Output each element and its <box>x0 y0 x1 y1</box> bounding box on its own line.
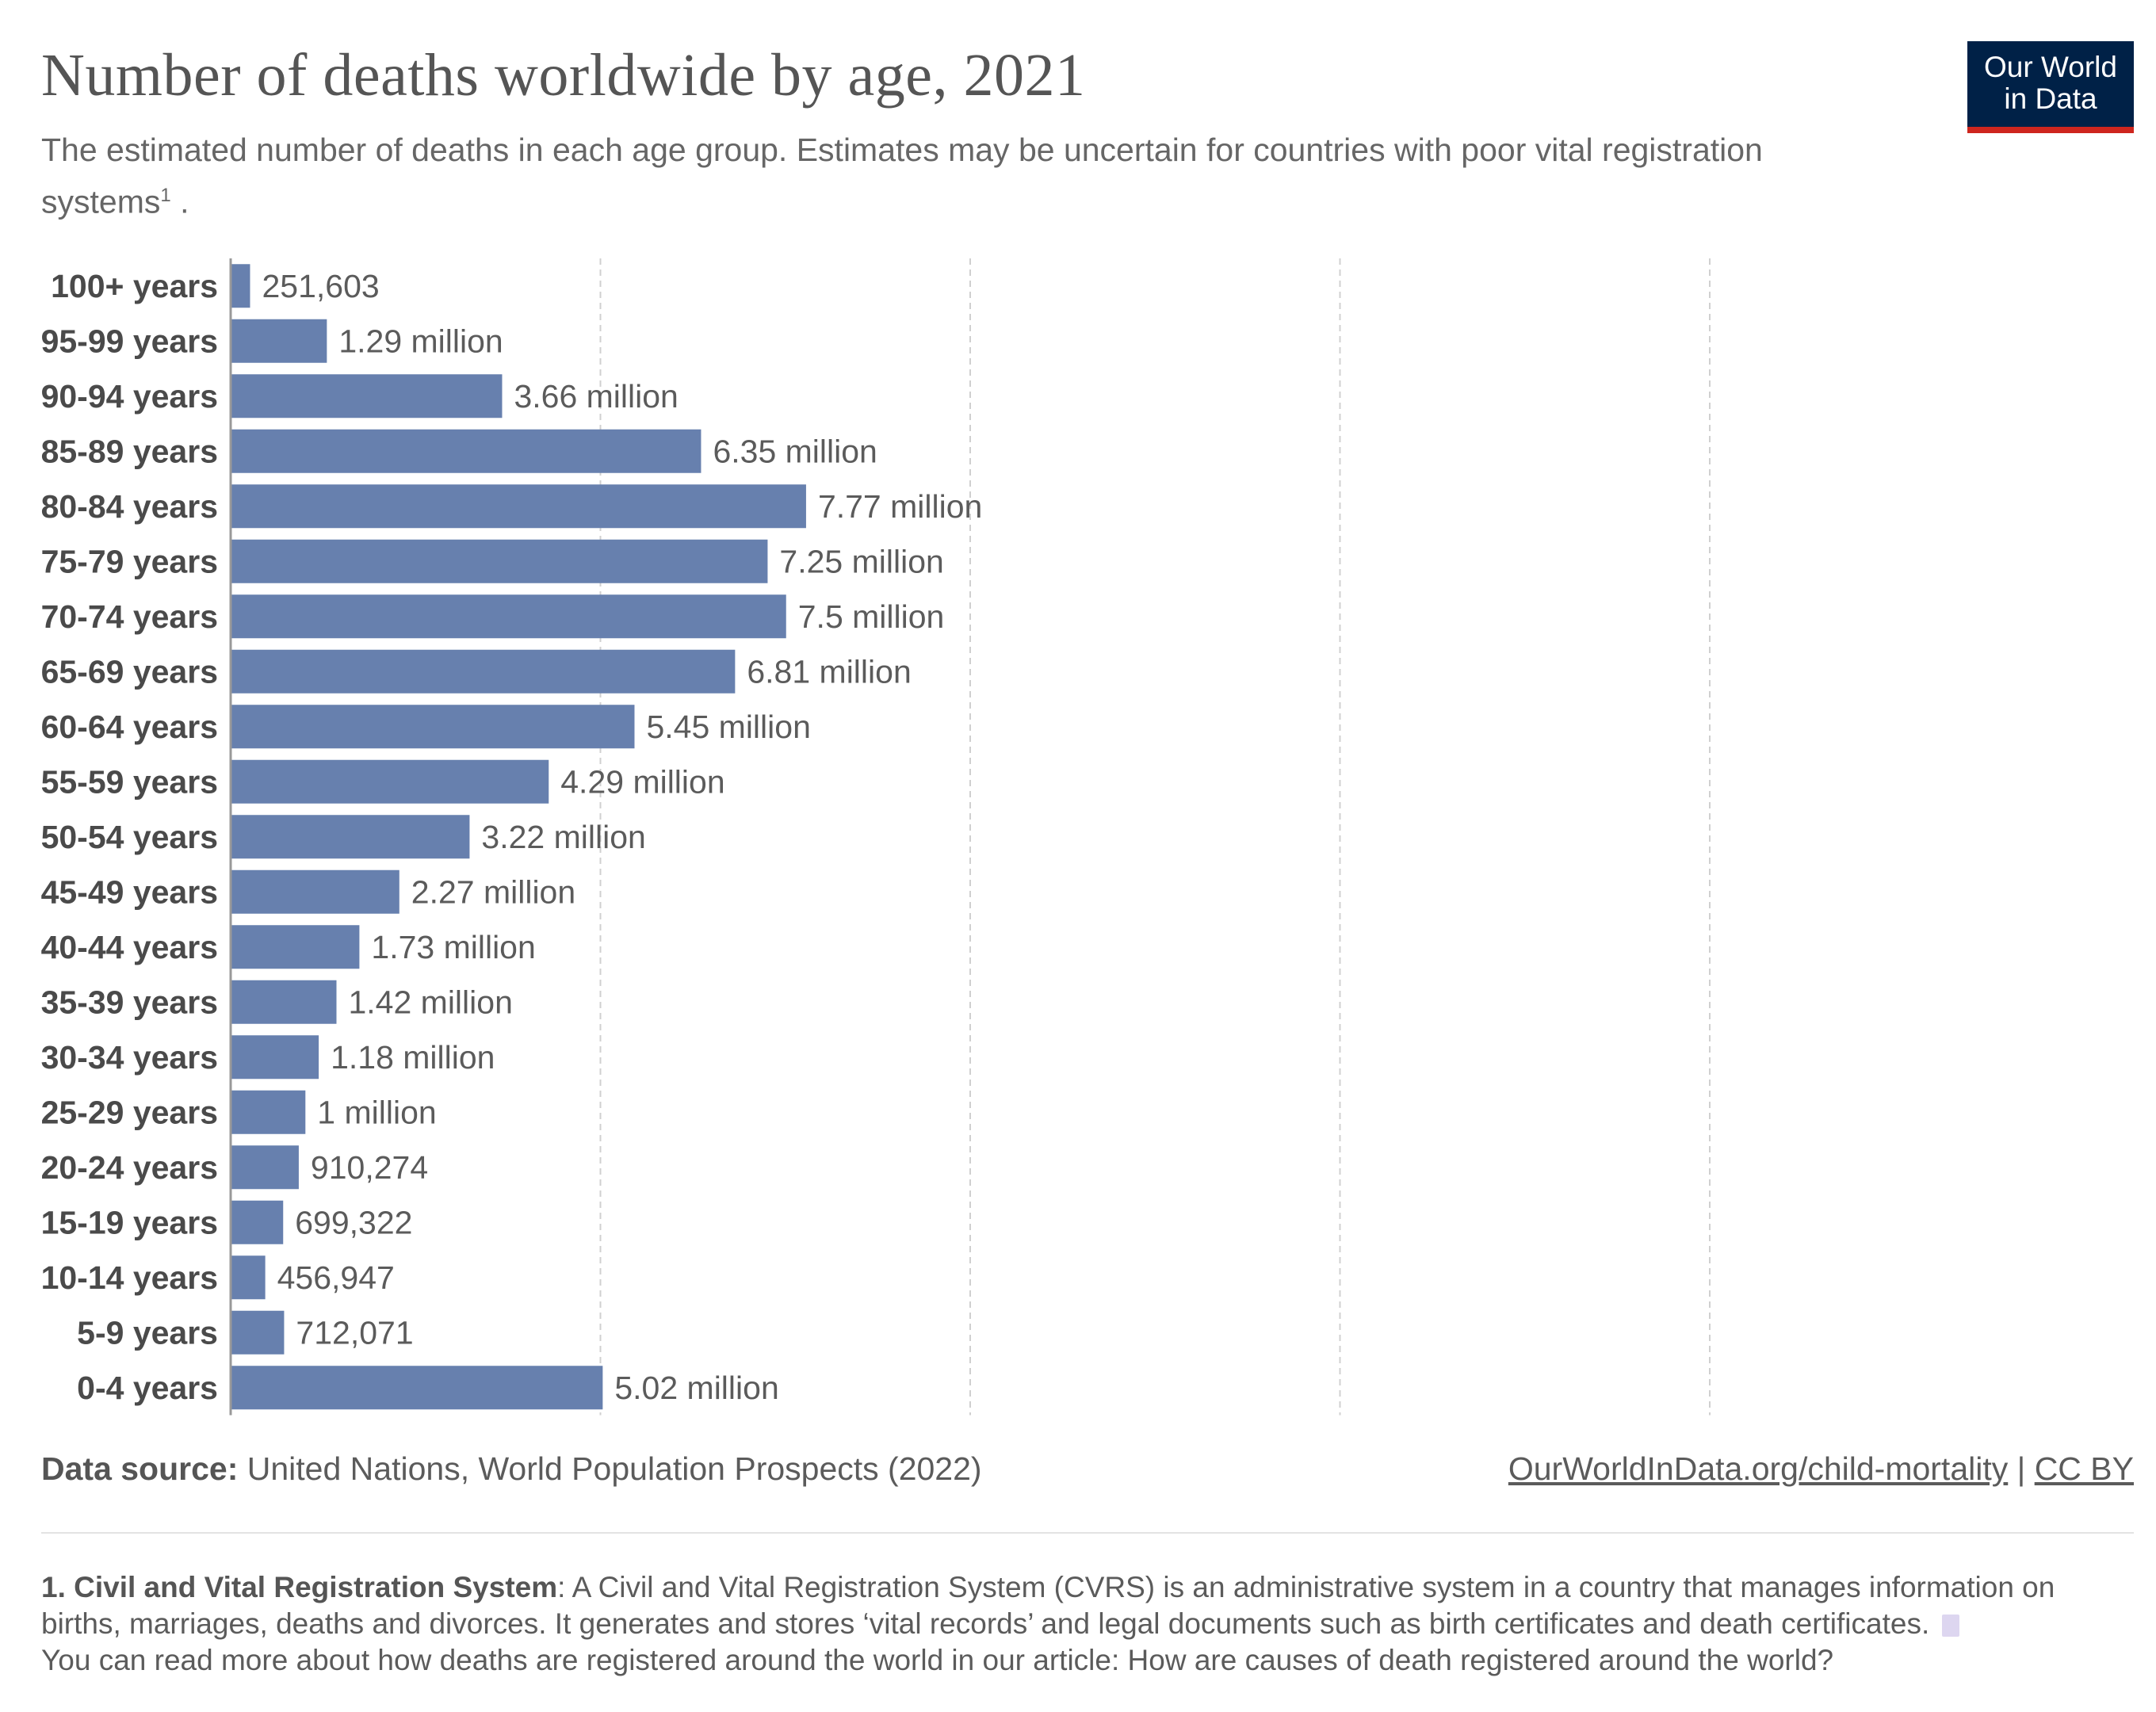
category-label: 55-59 years <box>41 763 218 800</box>
footnote-text: : A Civil and Vital Registration System … <box>41 1571 2055 1640</box>
category-label: 65-69 years <box>41 653 218 690</box>
bar[interactable] <box>231 869 399 914</box>
value-label: 712,071 <box>296 1314 413 1351</box>
footer-links: OurWorldInData.org/child-mortality | CC … <box>1508 1450 2134 1488</box>
category-label: 10-14 years <box>41 1259 218 1296</box>
footnote-text-2: You can read more about how deaths are r… <box>41 1644 1834 1676</box>
value-label: 6.35 million <box>713 433 877 469</box>
value-label: 3.22 million <box>481 819 645 855</box>
bar[interactable] <box>231 1366 603 1410</box>
category-label: 35-39 years <box>41 984 218 1020</box>
bars: 100+ years 251,603 95-99 years 1.29 million… <box>41 264 982 1410</box>
value-label: 7.77 million <box>818 488 982 525</box>
bar[interactable] <box>231 759 549 804</box>
gridlines <box>599 258 1711 1416</box>
bar[interactable] <box>231 484 806 529</box>
bar[interactable] <box>231 815 470 859</box>
bar[interactable] <box>231 1310 285 1355</box>
data-source: Data source: United Nations, World Popul… <box>41 1450 982 1487</box>
bar[interactable] <box>231 1255 266 1300</box>
value-label: 1.42 million <box>348 984 512 1020</box>
value-label: 456,947 <box>277 1259 395 1296</box>
category-label: 40-44 years <box>41 929 218 965</box>
bar[interactable] <box>231 1145 299 1190</box>
footer-divider <box>41 1532 2134 1534</box>
license-link[interactable]: CC BY <box>2034 1450 2134 1487</box>
category-label: 25-29 years <box>41 1094 218 1130</box>
category-label: 15-19 years <box>41 1204 218 1240</box>
bar[interactable] <box>231 649 736 694</box>
footnote-ref[interactable]: 1 <box>160 185 171 206</box>
category-label: 50-54 years <box>41 819 218 855</box>
document-icon[interactable] <box>1942 1615 1960 1637</box>
category-label: 75-79 years <box>41 543 218 579</box>
value-label: 2.27 million <box>411 873 575 910</box>
bar[interactable] <box>231 705 635 749</box>
value-label: 1.73 million <box>371 929 535 965</box>
category-label: 80-84 years <box>41 488 218 525</box>
value-label: 3.66 million <box>514 378 678 415</box>
value-label: 251,603 <box>262 268 379 304</box>
value-label: 5.02 million <box>614 1370 778 1406</box>
bar[interactable] <box>231 1200 284 1244</box>
value-label: 910,274 <box>311 1149 428 1186</box>
footer: Data source: United Nations, World Popul… <box>41 1450 2134 1488</box>
bar[interactable] <box>231 319 327 363</box>
source-link[interactable]: OurWorldInData.org/child-mortality <box>1508 1450 2009 1487</box>
category-label: 70-74 years <box>41 598 218 635</box>
bar[interactable] <box>231 539 768 583</box>
value-label: 6.81 million <box>747 653 911 690</box>
category-label: 60-64 years <box>41 709 218 745</box>
value-label: 5.45 million <box>646 709 810 745</box>
owid-logo[interactable]: Our World in Data <box>1967 41 2134 133</box>
logo-line-2: in Data <box>2004 82 2097 115</box>
bar[interactable] <box>231 374 503 418</box>
value-label: 699,322 <box>295 1204 412 1240</box>
value-label: 7.5 million <box>798 598 945 635</box>
subtitle-end: . <box>170 183 189 220</box>
bar-chart: 100+ years 251,603 95-99 years 1.29 million… <box>41 258 1711 1416</box>
logo-line-1: Our World <box>1984 51 2117 83</box>
bar[interactable] <box>231 980 337 1024</box>
category-label: 5-9 years <box>77 1314 218 1351</box>
value-label: 4.29 million <box>560 763 724 800</box>
category-label: 95-99 years <box>41 323 218 359</box>
category-label: 100+ years <box>51 268 218 304</box>
chart-title: Number of deaths worldwide by age, 2021 <box>41 42 1086 109</box>
data-source-label: Data source: <box>41 1450 239 1487</box>
footnote-label: 1. Civil and Vital Registration System <box>41 1571 558 1603</box>
value-label: 7.25 million <box>779 543 943 579</box>
category-label: 20-24 years <box>41 1149 218 1186</box>
value-label: 1.29 million <box>338 323 503 359</box>
subtitle-text: The estimated number of deaths in each a… <box>41 132 1763 220</box>
bar[interactable] <box>231 594 786 639</box>
category-label: 30-34 years <box>41 1039 218 1076</box>
chart-subtitle: The estimated number of deaths in each a… <box>41 127 1825 225</box>
bar[interactable] <box>231 925 360 969</box>
value-label: 1 million <box>317 1094 436 1130</box>
bar[interactable] <box>231 1090 306 1134</box>
footnote: 1. Civil and Vital Registration System: … <box>41 1569 2134 1679</box>
category-label: 85-89 years <box>41 433 218 469</box>
bar[interactable] <box>231 429 701 473</box>
bar[interactable] <box>231 264 250 308</box>
data-source-text: United Nations, World Population Prospec… <box>238 1450 982 1487</box>
link-separator: | <box>2008 1450 2035 1487</box>
category-label: 45-49 years <box>41 873 218 910</box>
value-label: 1.18 million <box>331 1039 495 1076</box>
category-label: 90-94 years <box>41 378 218 415</box>
category-label: 0-4 years <box>77 1370 218 1406</box>
bar[interactable] <box>231 1035 319 1080</box>
